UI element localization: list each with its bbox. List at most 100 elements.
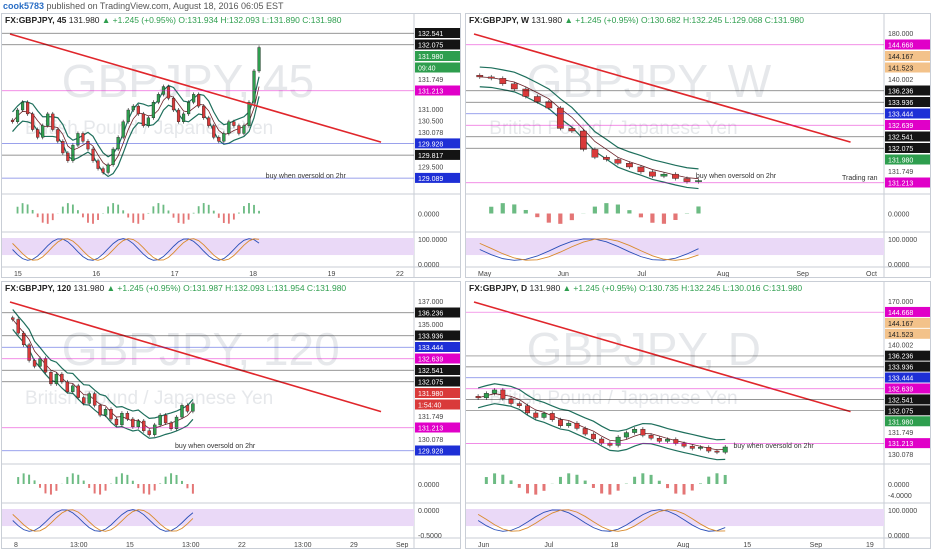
candle <box>722 446 728 453</box>
price-label: 129.817 <box>418 153 443 160</box>
price-label-box <box>885 39 930 50</box>
candle <box>614 159 622 164</box>
annotation-text[interactable]: buy when oversold on 2hr <box>175 443 256 450</box>
annotation-text[interactable]: buy when oversold on 2hr <box>734 443 815 450</box>
candle <box>66 152 70 161</box>
candle <box>197 94 201 107</box>
candle <box>15 109 20 122</box>
price-label: 131.980 <box>418 391 443 398</box>
annotation-text[interactable]: buy when oversold on 2hr <box>696 173 777 180</box>
oscillator-bar <box>699 483 702 484</box>
candle <box>257 47 261 72</box>
candle <box>626 163 633 168</box>
oscillator-bar <box>484 477 488 484</box>
price-label-box <box>415 445 460 456</box>
candle <box>656 438 662 442</box>
candle <box>227 121 231 134</box>
price-label: 170.000 <box>888 299 913 306</box>
oscillator-bar <box>666 484 670 489</box>
trendline[interactable] <box>9 33 382 143</box>
price-label: 131.980 <box>888 158 913 165</box>
trendline[interactable] <box>473 301 851 413</box>
oscillator-bar <box>237 212 240 214</box>
candle <box>126 109 130 122</box>
time-axis-label: 15 <box>743 542 751 549</box>
oscillator-zone <box>2 509 414 527</box>
upper-band <box>477 383 726 441</box>
oscillator-bar <box>222 213 225 223</box>
trendline[interactable] <box>473 33 851 143</box>
oscillator-bar <box>227 213 230 224</box>
candle <box>252 70 256 103</box>
oscillator-bar <box>569 213 574 221</box>
extra-note: Trading ran <box>842 175 878 182</box>
oscillator-bar <box>33 480 36 484</box>
price-label-box <box>885 143 930 153</box>
publish-header: cook5783 published on TradingView.com, A… <box>0 0 932 12</box>
upper-band <box>479 66 699 170</box>
oscillator-bar <box>232 213 235 220</box>
stoch-d-line <box>479 238 699 261</box>
candle <box>522 88 530 97</box>
candle <box>87 393 91 404</box>
oscillator-bar <box>66 476 69 484</box>
candle <box>533 96 541 102</box>
price-label: 131.000 <box>418 107 443 114</box>
chart-panel-p120[interactable]: FX:GBPJPY, 120 131.980 ▲ +1.245 (+0.95%)… <box>1 281 461 549</box>
candle <box>76 385 80 398</box>
oscillator-label: 0.0000 <box>418 508 440 515</box>
oscillator-bar <box>674 484 678 494</box>
candle <box>86 141 90 150</box>
price-label: 129.928 <box>418 141 443 148</box>
candle <box>640 428 646 436</box>
chart-panel-pW[interactable]: FX:GBPJPY, W 131.980 ▲ +1.245 (+0.95%) O… <box>465 13 931 278</box>
oscillator-bar <box>575 474 579 484</box>
candle <box>96 160 100 169</box>
candle <box>222 133 226 142</box>
ohlc-values: O:130.682 H:132.245 L:129.068 C:131.980 <box>640 15 805 25</box>
chart-panel-pD[interactable]: FX:GBPJPY, D 131.980 ▲ +1.245 (+0.95%) O… <box>465 281 931 549</box>
candle <box>232 121 236 126</box>
candle <box>191 403 195 412</box>
price-label: 132.639 <box>888 386 913 393</box>
candle <box>163 414 168 424</box>
trendline[interactable] <box>9 301 382 413</box>
time-axis-label: Jun <box>558 271 569 278</box>
chart-panel-p45[interactable]: FX:GBPJPY, 45 131.980 ▲ +1.245 (+0.95%) … <box>1 13 461 278</box>
price-label: 133.444 <box>888 376 913 383</box>
oscillator-bar <box>186 484 189 489</box>
oscillator-bar <box>682 484 686 495</box>
oscillator-bar <box>22 473 25 484</box>
oscillator-bar <box>93 484 96 494</box>
oscillator-bar <box>517 484 521 488</box>
price-label-box <box>415 330 460 341</box>
oscillator-bar <box>523 209 528 214</box>
oscillator-zone <box>466 238 884 256</box>
oscillator-label: 0.0000 <box>888 533 910 540</box>
annotation-text[interactable]: buy when oversold on 2hr <box>266 173 347 180</box>
oscillator-bar <box>162 204 165 214</box>
oscillator-bar <box>558 476 562 484</box>
candle <box>131 418 135 428</box>
candle <box>101 168 105 173</box>
candle <box>106 164 110 173</box>
oscillator-bar <box>76 210 79 214</box>
candle <box>174 416 179 429</box>
candle <box>499 78 507 85</box>
oscillator-bar <box>182 213 185 224</box>
oscillator-bar <box>489 206 494 214</box>
watermark-symbol: GBPJPY, D <box>526 323 761 376</box>
price-label: 131.749 <box>418 414 443 421</box>
price-label-box <box>415 422 460 433</box>
candle <box>202 105 206 119</box>
stoch-d-line <box>12 238 260 261</box>
oscillator-bar <box>66 203 69 214</box>
candle <box>92 393 97 406</box>
candle <box>582 428 588 435</box>
watermark-name: British Pound / Japanese Yen <box>489 118 738 140</box>
moving-average <box>12 319 194 429</box>
candle <box>31 113 35 130</box>
price-label: 131.749 <box>888 169 913 176</box>
author-name[interactable]: cook5783 <box>3 1 45 11</box>
oscillator-bar <box>707 476 711 484</box>
